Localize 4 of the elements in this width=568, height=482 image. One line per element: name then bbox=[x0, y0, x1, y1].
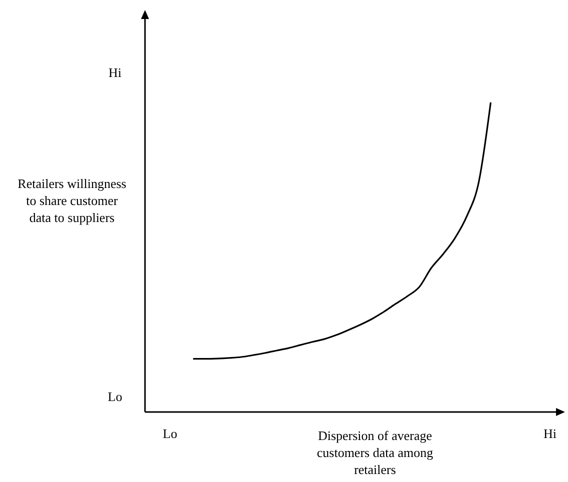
text: Lo bbox=[108, 389, 122, 404]
y-axis-title: Retailers willingness to share customer data to suppliers bbox=[18, 176, 126, 225]
text: Hi bbox=[108, 65, 122, 80]
x-axis-title: Dispersion of average customers data among retailers bbox=[316, 428, 434, 477]
